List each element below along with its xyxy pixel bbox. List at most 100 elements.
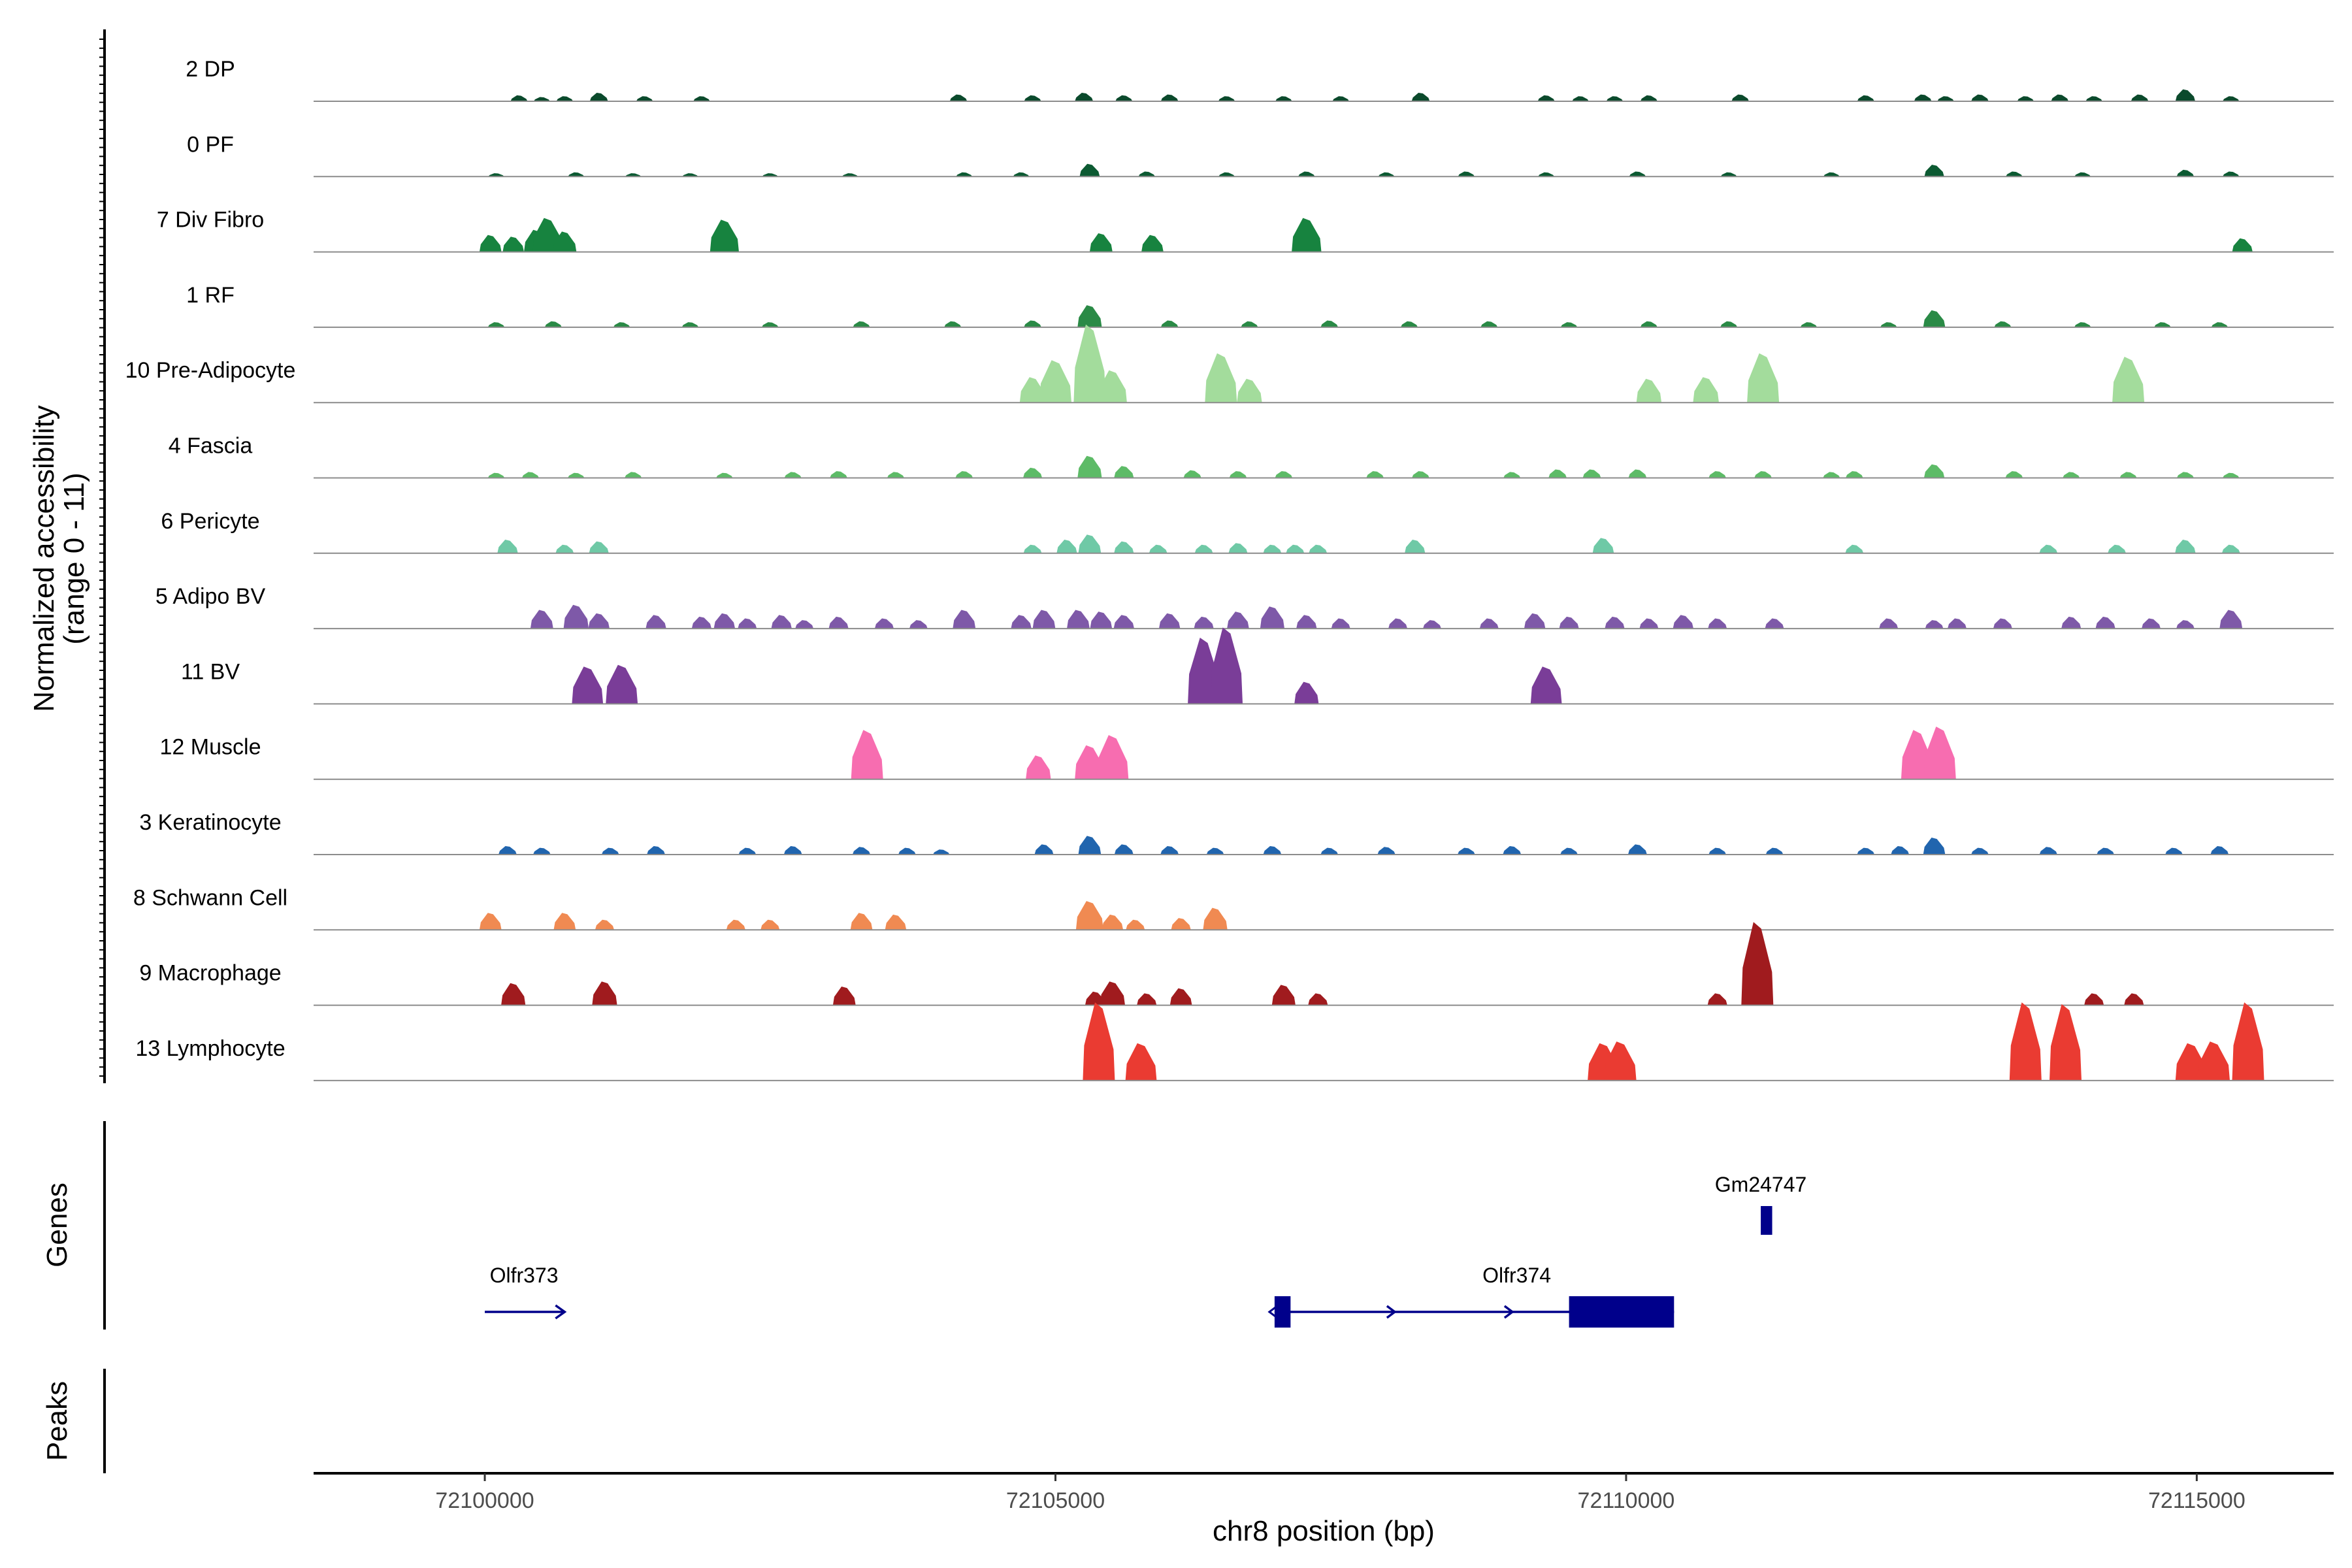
coverage-peak (2085, 96, 2102, 101)
coverage-peak (956, 172, 973, 177)
peaks-panel: Peaks (41, 1369, 106, 1473)
coverage-peak (738, 847, 757, 855)
coverage-peak (568, 172, 585, 177)
coverage-peak (783, 846, 802, 855)
track-3-keratinocyte: 3 Keratinocyte (139, 810, 2334, 855)
coverage-peak (1114, 466, 1134, 478)
coverage-peak (1078, 836, 1102, 855)
track-5-adipo-bv: 5 Adipo BV (155, 584, 2334, 630)
coverage-peak (502, 237, 524, 252)
coverage-peak (2176, 169, 2195, 177)
track-11-bv: 11 BV (181, 627, 2334, 705)
coverage-peak (553, 913, 576, 930)
track-label: 8 Schwann Cell (133, 885, 287, 910)
coverage-peak (1401, 321, 1418, 327)
coverage-peak (2219, 610, 2243, 629)
coverage-peak (1503, 472, 1521, 478)
track-label: 3 Keratinocyte (139, 810, 281, 835)
coverage-peak (1075, 93, 1094, 101)
coverage-peak (1639, 618, 1659, 629)
coverage-peak (682, 173, 698, 177)
coverage-peak (1194, 616, 1214, 629)
coverage-peak (1026, 755, 1051, 779)
coverage-peak (1845, 544, 1864, 553)
coverage-peak (1388, 618, 1408, 629)
strand-arrow (1386, 1305, 1397, 1319)
track-label: 4 Fascia (169, 434, 253, 459)
track-12-muscle: 12 Muscle (160, 727, 2334, 780)
coverage-peak (606, 664, 638, 704)
coverage-peak (1636, 378, 1662, 403)
coverage-peak (1271, 985, 1296, 1005)
coverage-peak (2119, 472, 2137, 478)
coverage-peak (1024, 95, 1041, 101)
track-label: 11 BV (181, 659, 240, 684)
coverage-peak (953, 610, 976, 629)
coverage-peak (1011, 615, 1032, 629)
coverage-peak (1032, 610, 1056, 629)
coverage-peak (487, 322, 505, 327)
coverage-peak (851, 730, 883, 779)
coverage-peak (592, 981, 617, 1005)
track-label: 9 Macrophage (139, 961, 281, 986)
track-10-pre-adipocyte: 10 Pre-Adipocyte (125, 324, 2334, 404)
coverage-peak (738, 618, 757, 629)
coverage-peak (1211, 627, 1243, 704)
coverage-peak (1538, 172, 1555, 177)
coverage-peak (828, 616, 849, 629)
coverage-peak (1548, 469, 1567, 478)
coverage-peak (1194, 544, 1213, 553)
coverage-peak (2061, 616, 2082, 629)
coverage-peak (1137, 993, 1157, 1005)
track-label: 6 Pericyte (161, 509, 259, 534)
coverage-peak (563, 604, 589, 629)
coverage-peak (2223, 472, 2240, 478)
exon (1274, 1296, 1291, 1328)
coverage-peak (1115, 95, 1133, 101)
coverage-peak (850, 913, 873, 930)
peaks-panel-title: Peaks (41, 1381, 73, 1461)
coverage-peak (1039, 360, 1071, 403)
coverage-peak (1378, 172, 1395, 177)
coverage-peak (1720, 321, 1738, 327)
coverage-peak (933, 849, 950, 855)
coverage-peak (1731, 94, 1749, 101)
coverage-peak (885, 914, 907, 930)
coverage-peak (1412, 471, 1429, 478)
track-6-pericyte: 6 Pericyte (161, 509, 2334, 554)
coverage-peak (1994, 321, 2012, 327)
coverage-peak (1640, 95, 1658, 101)
coverage-peak (1263, 846, 1282, 855)
coverage-peak (1023, 544, 1042, 553)
coverage-peak (1102, 914, 1124, 930)
coverage-peak (1024, 320, 1041, 327)
coverage-peak (1857, 95, 1874, 101)
coverage-peak (874, 618, 894, 629)
coverage-peak (2074, 322, 2091, 327)
coverage-peak (647, 846, 665, 855)
coverage-peak (1923, 464, 1945, 478)
coverage-peak (521, 472, 539, 478)
coverage-peak (1171, 918, 1191, 930)
coverage-peak (1320, 320, 1339, 327)
coverage-peak (762, 322, 779, 327)
track-8-schwann-cell: 8 Schwann Cell (133, 885, 2334, 931)
coverage-peak (1582, 469, 1601, 478)
coverage-peak (1275, 471, 1293, 478)
coverage-peak (488, 173, 504, 177)
coverage-peak (2198, 1041, 2230, 1081)
coverage-peak (1693, 377, 1719, 403)
coverage-peak (1971, 94, 1989, 101)
coverage-peak (1332, 96, 1349, 101)
coverage-peak (1846, 471, 1863, 478)
coverage-peak (1079, 163, 1100, 177)
track-label: 10 Pre-Adipocyte (125, 358, 296, 383)
exon (1761, 1206, 1772, 1235)
x-tick-label: 72100000 (435, 1488, 534, 1513)
coverage-peak (556, 96, 574, 101)
coverage-peak (944, 321, 962, 327)
coverage-peak (693, 96, 710, 101)
coverage-peak (1067, 610, 1090, 629)
coverage-peak (2051, 94, 2069, 101)
